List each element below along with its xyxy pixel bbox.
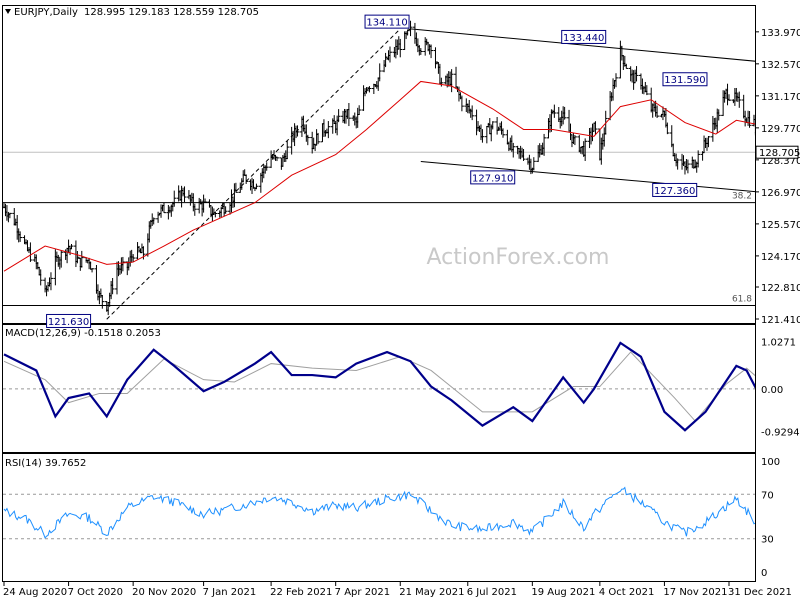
fib-label-61.8: 61.8 <box>732 295 752 305</box>
x-tick-label: 20 Nov 2020 <box>132 587 196 598</box>
annotation-label: 121.630 <box>48 317 89 328</box>
fib-levels: 38.2 61.8 <box>3 151 755 307</box>
x-tick-label: 21 May 2021 <box>399 587 464 598</box>
annotation-box <box>46 313 92 328</box>
price-tick-label: 131.170 <box>761 92 800 103</box>
annotation-box <box>470 170 516 185</box>
fib-label-38.2: 38.2 <box>732 192 752 202</box>
y-axis-labels: 133.970 132.570 131.170 129.770 128.370 126.9… <box>755 28 800 579</box>
macd-title: MACD(12,26,9) -0.1518 0.2053 <box>5 328 161 339</box>
trend-lines <box>106 28 755 320</box>
lower-channel-line <box>420 160 755 193</box>
price-tick-label: 122.810 <box>761 283 800 294</box>
price-tick-label: 121.410 <box>761 315 800 326</box>
price-tick-label: 132.570 <box>761 60 800 71</box>
x-tick-label: 24 Aug 2020 <box>3 587 67 598</box>
last-price-label: 128.705 <box>759 148 800 159</box>
moving-average-line <box>3 80 755 272</box>
rsi-tick-label: 100 <box>761 457 780 468</box>
x-axis-labels: 24 Aug 2020 7 Oct 2020 20 Nov 2020 7 Jan 20… <box>3 582 792 598</box>
x-tick-label: 7 Apr 2021 <box>335 587 390 598</box>
annotation-label: 131.590 <box>664 75 705 86</box>
macd-tick-label: -0.9294 <box>761 428 800 439</box>
x-tick-label: 7 Oct 2020 <box>68 587 123 598</box>
macd-signal-line <box>3 351 755 422</box>
symbol-header: EURJPY,Daily <box>14 7 78 18</box>
macd-panel-frame <box>2 324 756 453</box>
rsi-lines <box>3 486 755 540</box>
price-tick-label: 124.170 <box>761 252 800 263</box>
x-tick-label: 7 Jan 2021 <box>203 587 257 598</box>
rsi-line <box>3 486 755 539</box>
macd-tick-label: 1.0271 <box>761 338 796 349</box>
x-tick-label: 6 Jul 2021 <box>467 587 517 598</box>
annotation-box <box>364 14 410 29</box>
annotation-box <box>561 29 607 44</box>
rsi-panel-frame <box>2 453 756 582</box>
x-tick-label: 19 Aug 2021 <box>531 587 595 598</box>
annotation-label: 127.360 <box>654 186 695 197</box>
price-tick-label: 125.570 <box>761 220 800 231</box>
annotation-box <box>652 182 698 197</box>
x-tick-label: 31 Dec 2021 <box>728 587 792 598</box>
macd-line <box>3 341 755 432</box>
x-tick-label: 17 Nov 2021 <box>663 587 727 598</box>
macd-lines <box>3 341 755 432</box>
annotation-label: 134.110 <box>366 18 407 29</box>
rsi-tick-label: 30 <box>761 535 774 546</box>
collapse-triangle-icon[interactable] <box>5 9 11 14</box>
x-tick-label: 4 Oct 2021 <box>599 587 654 598</box>
dashed-trend-line <box>106 28 401 320</box>
macd-tick-label: 0.00 <box>761 385 783 396</box>
rsi-tick-label: 70 <box>761 490 774 501</box>
price-annotations: 134.110 133.440 131.590 127.910 127.360 121.6… <box>46 14 708 328</box>
price-tick-label: 128.370 <box>761 156 800 167</box>
price-tick-label: 133.970 <box>761 28 800 39</box>
price-panel-frame <box>2 5 756 324</box>
upper-channel-line <box>410 28 755 62</box>
annotation-box <box>662 72 708 87</box>
ohlc-header: 128.995 129.183 128.559 128.705 <box>84 7 259 18</box>
rsi-title: RSI(14) 39.7652 <box>5 458 86 469</box>
price-bars <box>3 20 755 316</box>
last-price-tag <box>755 145 799 159</box>
annotation-label: 133.440 <box>563 33 604 44</box>
x-tick-label: 22 Feb 2021 <box>270 587 332 598</box>
watermark: ActionForex.com <box>427 245 610 270</box>
price-tick-label: 129.770 <box>761 124 800 135</box>
rsi-tick-label: 0 <box>761 568 767 579</box>
annotation-label: 127.910 <box>472 173 513 184</box>
price-tick-label: 126.970 <box>761 188 800 199</box>
